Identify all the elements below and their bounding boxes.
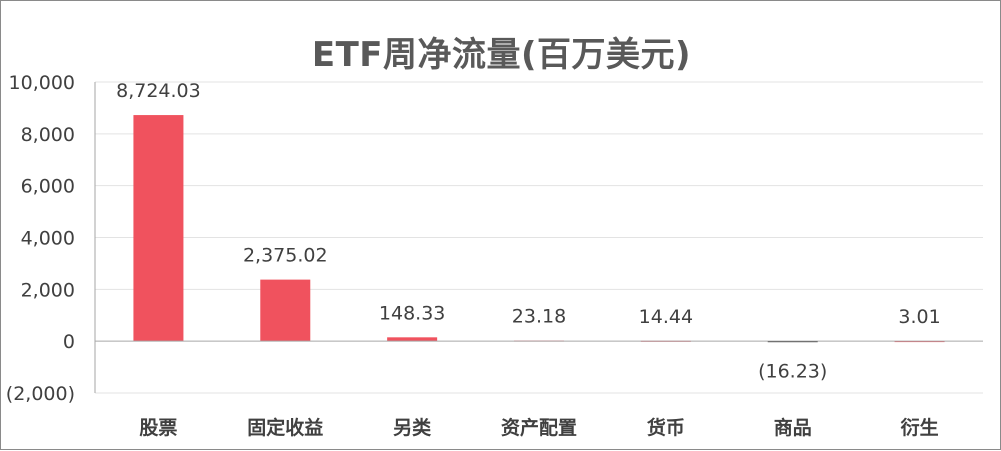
x-category-label: 商品 [774,416,812,439]
y-tick-label: 8,000 [21,124,75,146]
data-label: (16.23) [758,361,827,383]
y-tick-label: 4,000 [21,228,75,250]
bar-股票 [133,115,184,342]
chart-title: ETF周净流量(百万美元) [311,35,692,75]
x-category-label: 股票 [139,417,177,439]
x-category-label: 另类 [393,416,431,439]
data-label: 148.33 [379,302,445,324]
data-label: 14.44 [639,306,693,328]
y-tick-label: 6,000 [21,176,75,198]
y-tick-label: 10,000 [9,72,75,94]
y-tick-label: 0 [63,331,75,353]
x-category-label: 资产配置 [501,416,577,439]
y-tick-label: 2,000 [21,279,75,301]
data-label: 23.18 [512,306,566,328]
x-category-label: 衍生 [900,416,939,439]
x-category-label: 固定收益 [247,416,323,439]
data-label: 3.01 [898,306,940,328]
bar-另类 [387,337,438,342]
y-tick-label: (2,000) [6,383,75,405]
data-label: 2,375.02 [243,245,328,267]
x-category-label: 货币 [647,416,685,439]
bar-固定收益 [260,279,311,342]
data-label: 8,724.03 [116,80,201,102]
